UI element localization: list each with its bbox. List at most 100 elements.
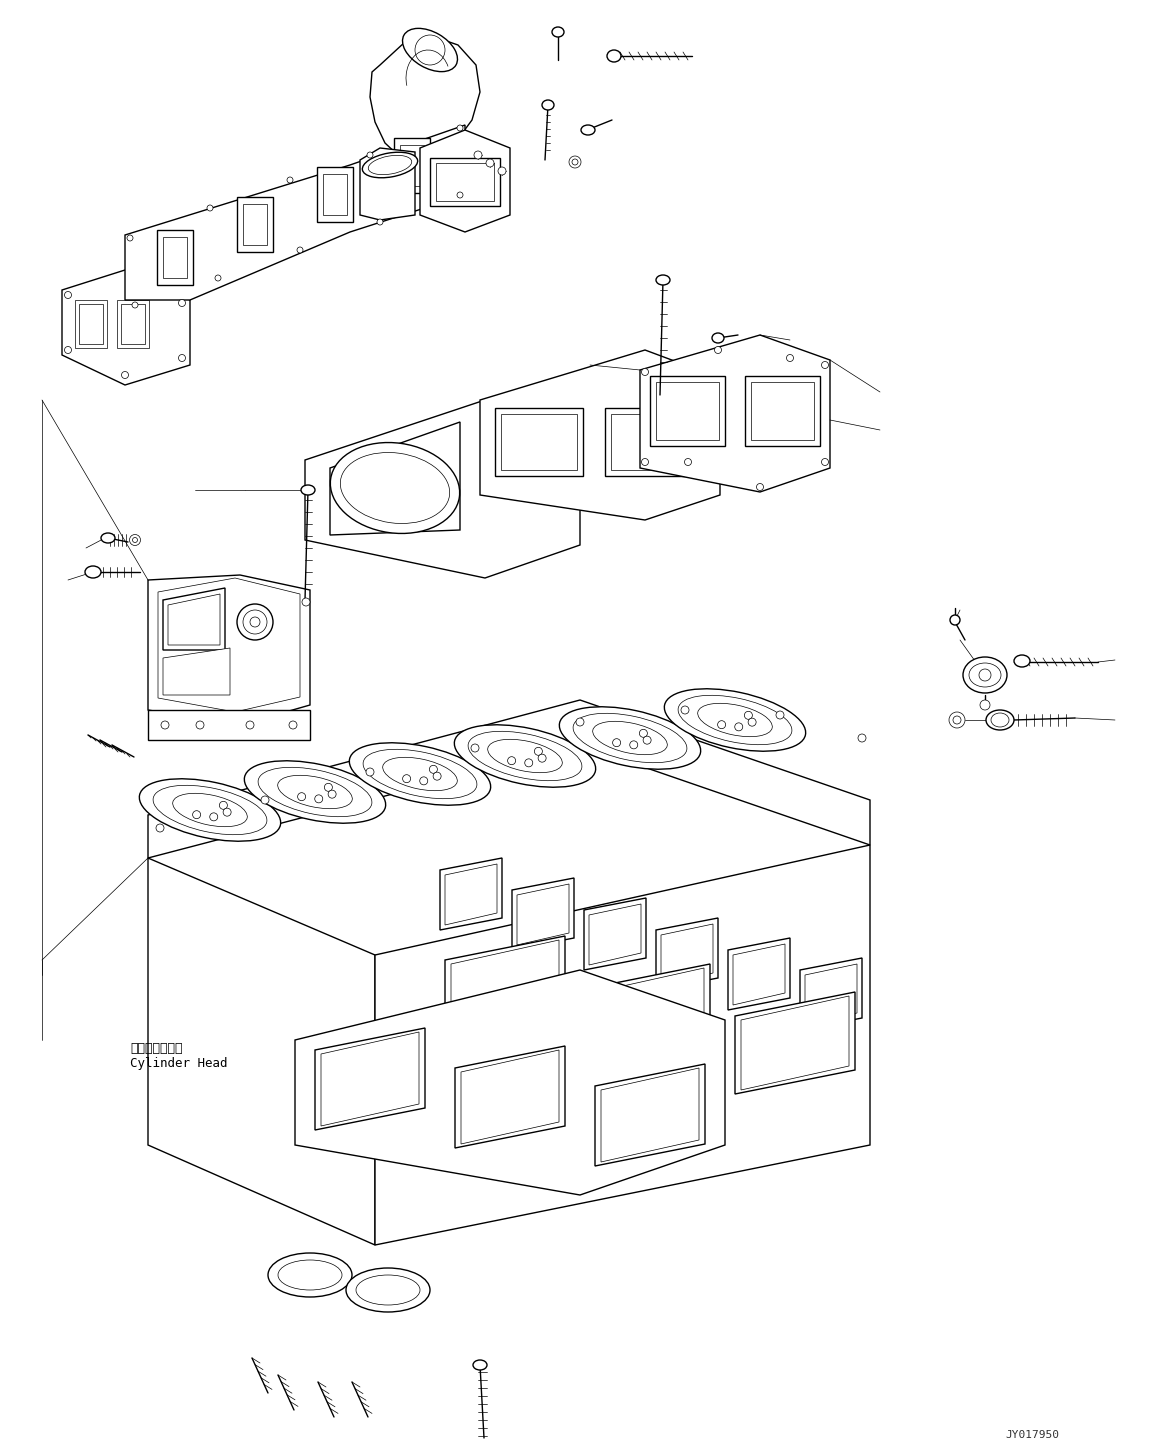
Circle shape — [569, 155, 582, 169]
Circle shape — [121, 372, 128, 378]
Circle shape — [220, 801, 228, 809]
Polygon shape — [611, 414, 687, 469]
Circle shape — [243, 610, 267, 634]
Ellipse shape — [330, 443, 459, 533]
Polygon shape — [295, 971, 725, 1194]
Circle shape — [288, 721, 297, 729]
Circle shape — [197, 721, 204, 729]
Polygon shape — [495, 408, 583, 477]
Ellipse shape — [468, 731, 582, 780]
Polygon shape — [361, 148, 415, 219]
Ellipse shape — [698, 703, 772, 737]
Circle shape — [156, 824, 164, 833]
Polygon shape — [640, 336, 830, 493]
Ellipse shape — [573, 713, 687, 763]
Ellipse shape — [383, 757, 457, 790]
Circle shape — [629, 741, 637, 748]
Circle shape — [415, 35, 445, 65]
Polygon shape — [430, 158, 500, 206]
Polygon shape — [455, 1046, 565, 1148]
Polygon shape — [148, 711, 311, 740]
Circle shape — [980, 700, 990, 711]
Circle shape — [457, 192, 463, 198]
Circle shape — [640, 729, 648, 737]
Circle shape — [429, 766, 437, 773]
Circle shape — [507, 757, 515, 764]
Ellipse shape — [1014, 655, 1030, 667]
Polygon shape — [595, 968, 704, 1062]
Circle shape — [178, 355, 186, 362]
Circle shape — [223, 808, 231, 817]
Ellipse shape — [356, 1274, 420, 1305]
Circle shape — [131, 302, 138, 308]
Circle shape — [64, 346, 71, 353]
Ellipse shape — [341, 452, 450, 523]
Ellipse shape — [267, 1252, 352, 1298]
Ellipse shape — [986, 711, 1014, 729]
Polygon shape — [451, 940, 559, 1035]
Circle shape — [498, 167, 506, 174]
Ellipse shape — [278, 776, 352, 809]
Circle shape — [525, 758, 533, 767]
Circle shape — [207, 205, 213, 211]
Circle shape — [471, 744, 479, 753]
Polygon shape — [394, 138, 430, 193]
Ellipse shape — [154, 785, 267, 834]
Circle shape — [682, 706, 688, 713]
Polygon shape — [121, 304, 145, 344]
Polygon shape — [315, 1029, 424, 1130]
Polygon shape — [601, 1068, 699, 1162]
Circle shape — [776, 711, 784, 719]
Ellipse shape — [607, 49, 621, 62]
Circle shape — [261, 796, 269, 804]
Polygon shape — [968, 668, 1003, 681]
Polygon shape — [374, 846, 870, 1245]
Ellipse shape — [278, 1260, 342, 1290]
Ellipse shape — [258, 767, 372, 817]
Circle shape — [643, 737, 651, 744]
Polygon shape — [461, 1051, 559, 1144]
Circle shape — [756, 484, 763, 491]
Polygon shape — [163, 237, 187, 278]
Ellipse shape — [582, 125, 595, 135]
Circle shape — [133, 538, 137, 542]
Polygon shape — [237, 198, 273, 251]
Circle shape — [366, 769, 374, 776]
Circle shape — [748, 718, 756, 726]
Polygon shape — [321, 1032, 419, 1126]
Ellipse shape — [664, 689, 806, 751]
Ellipse shape — [559, 706, 700, 769]
Polygon shape — [62, 270, 190, 385]
Polygon shape — [501, 414, 577, 469]
Circle shape — [572, 158, 578, 166]
Polygon shape — [735, 992, 855, 1094]
Polygon shape — [480, 350, 720, 520]
Circle shape — [457, 125, 463, 131]
Circle shape — [821, 362, 828, 369]
Ellipse shape — [593, 721, 668, 754]
Polygon shape — [330, 421, 461, 535]
Polygon shape — [148, 700, 870, 859]
Polygon shape — [117, 299, 149, 349]
Polygon shape — [167, 594, 220, 645]
Circle shape — [642, 459, 649, 465]
Circle shape — [534, 747, 542, 756]
Polygon shape — [805, 963, 857, 1024]
Text: シリンダヘッド: シリンダヘッド — [130, 1042, 183, 1055]
Circle shape — [368, 153, 373, 158]
Circle shape — [979, 668, 991, 681]
Polygon shape — [74, 299, 107, 349]
Polygon shape — [420, 129, 511, 232]
Circle shape — [538, 754, 547, 763]
Circle shape — [950, 615, 959, 625]
Polygon shape — [518, 883, 569, 944]
Polygon shape — [317, 167, 354, 222]
Polygon shape — [512, 878, 575, 950]
Ellipse shape — [347, 1268, 430, 1312]
Circle shape — [821, 459, 828, 465]
Ellipse shape — [101, 533, 115, 543]
Polygon shape — [436, 163, 494, 201]
Circle shape — [714, 346, 721, 353]
Polygon shape — [741, 995, 849, 1090]
Circle shape — [402, 774, 411, 783]
